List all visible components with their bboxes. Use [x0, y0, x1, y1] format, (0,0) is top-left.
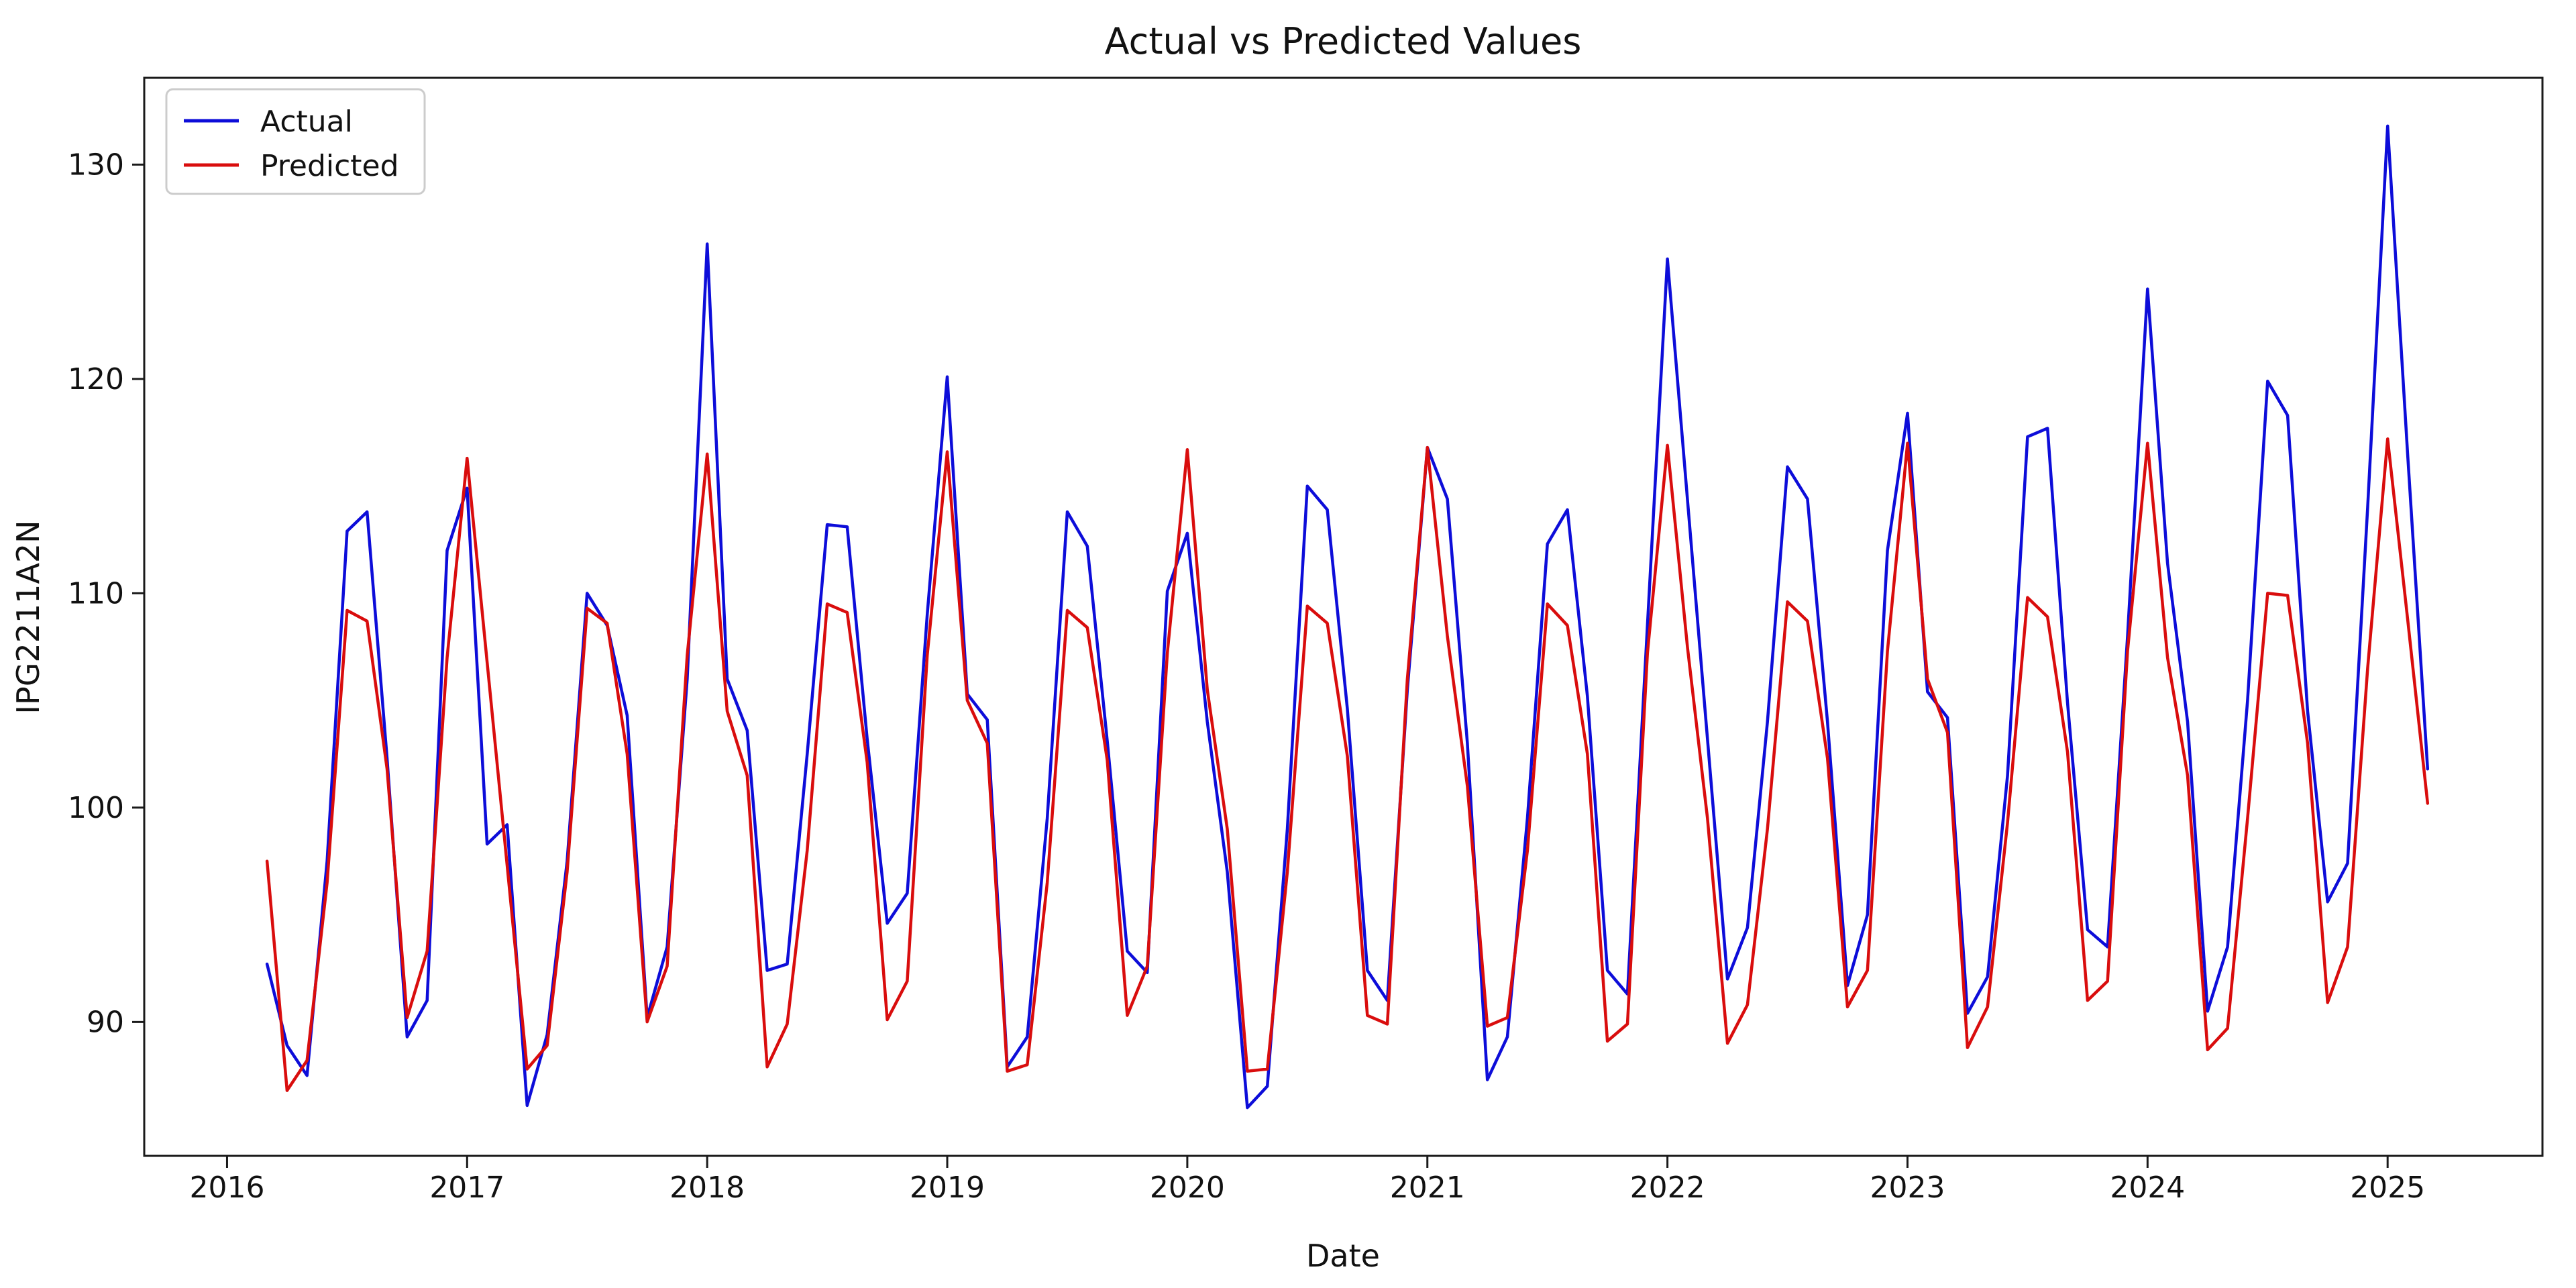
predicted-line — [265, 437, 2430, 1092]
legend: Actual Predicted — [165, 88, 426, 195]
x-tick-label: 2018 — [669, 1171, 745, 1205]
y-tick-label: 130 — [68, 148, 124, 182]
y-tick-label: 120 — [68, 362, 124, 396]
x-tick-label: 2024 — [2110, 1171, 2185, 1205]
x-tick-label: 2022 — [1630, 1171, 1705, 1205]
x-tick-label: 2020 — [1150, 1171, 1225, 1205]
x-tick-label: 2016 — [189, 1171, 264, 1205]
legend-label-predicted: Predicted — [260, 149, 399, 183]
x-tick-label: 2023 — [1870, 1171, 1945, 1205]
actual-line — [265, 124, 2430, 1110]
axis-ticks: 2016 2017 2018 2019 2020 2021 2022 2023 2024 2025… — [68, 148, 2425, 1205]
legend-frame — [165, 88, 426, 195]
x-tick-label: 2019 — [910, 1171, 985, 1205]
x-tick-label: 2017 — [429, 1171, 504, 1205]
y-tick-label: 100 — [68, 791, 124, 825]
chart-title: Actual vs Predicted Values — [1105, 20, 1582, 62]
x-tick-label: 2025 — [2350, 1171, 2425, 1205]
x-axis-label: Date — [1306, 1238, 1380, 1274]
data-lines — [265, 124, 2430, 1110]
plot-area — [143, 76, 2544, 1157]
y-tick-label: 90 — [87, 1005, 124, 1039]
y-axis-label: IPG2211A2N — [10, 520, 46, 714]
x-tick-label: 2021 — [1390, 1171, 1465, 1205]
y-tick-label: 110 — [68, 576, 124, 610]
legend-label-actual: Actual — [260, 105, 353, 139]
